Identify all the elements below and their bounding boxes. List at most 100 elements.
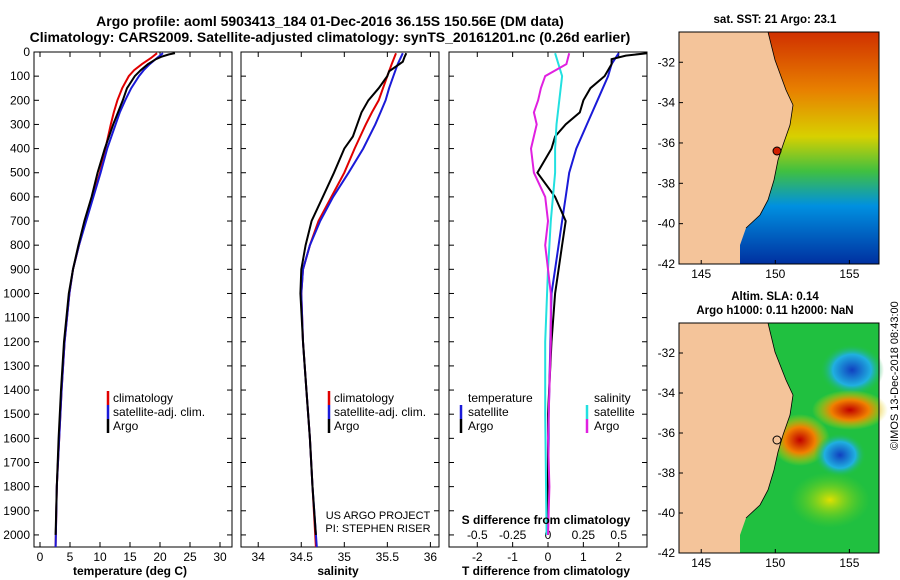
sla-map-title-line2: Argo h1000: 0.11 h2000: NaN (696, 305, 854, 317)
sla-map-coastline (745, 322, 794, 519)
sst-map-frame (678, 31, 880, 265)
x-tick-label: -1 (507, 550, 518, 564)
difference-depth-ticks (449, 51, 647, 536)
sst-map-coastline (745, 31, 794, 229)
credit-project: US ARGO PROJECT (326, 510, 431, 522)
x-tick-label: 2 (615, 550, 622, 564)
legend-argo: Argo (113, 419, 139, 433)
depth-tick-label: 1700 (3, 455, 30, 469)
sst-argo-float-marker (772, 146, 782, 156)
sla-argo-float-marker (772, 435, 782, 445)
map-x-tick-label: 155 (839, 267, 859, 281)
map-x-tick-label: 145 (691, 267, 711, 281)
sla-map: 145 150 155 -32 -34 -36 -38 -40 -42 (658, 322, 888, 570)
x-tick-label: 35 (338, 550, 352, 564)
depth-tick-label: 200 (10, 93, 30, 107)
depth-tick-label: 900 (10, 262, 30, 276)
diff-legend-temperature-heading: temperature (468, 391, 533, 405)
diff-legend-s-argo: Argo (594, 419, 620, 433)
difference-xlabel: T difference from climatology (462, 564, 630, 578)
sla-map-frame (678, 322, 880, 554)
map-y-tick-label: -36 (658, 136, 676, 150)
diff-legend-t-satellite: satellite (468, 405, 509, 419)
x-tick-label: 30 (213, 550, 227, 564)
difference-profiles (529, 52, 648, 535)
map-y-tick-label: -36 (658, 426, 676, 440)
map-y-tick-label: -38 (658, 466, 676, 480)
temperature-axes-frame (33, 51, 233, 548)
map-x-tick-label: 155 (839, 556, 859, 570)
salinity-panel: 34 34.5 35 35.5 36 salinity climatology sate… (240, 51, 440, 578)
figure-title-line1: Argo profile: aoml 5903413_184 01-Dec-20… (96, 13, 564, 29)
depth-tick-label: 1200 (3, 335, 30, 349)
depth-axis: 0 100 200 300 400 500 600 700 800 900 1000 1100 1200… (3, 45, 232, 542)
sst-map-axes: 145 150 155 -32 -34 -36 -38 -40 -42 (658, 55, 860, 281)
temperature-panel: 0100200300400500600700800900100011001200… (3, 45, 233, 578)
salinity-axes-frame (240, 51, 440, 548)
x-tick-label: 34 (252, 550, 266, 564)
series-line-argo (299, 52, 408, 535)
difference-legend-salinity: salinity satellite Argo (585, 391, 635, 433)
top-x-tick-label: -0.25 (499, 528, 527, 542)
top-x-tick-label: 0.5 (610, 528, 627, 542)
map-x-tick-label: 150 (765, 267, 785, 281)
temperature-x-axis: 0 5 10 15 20 25 30 (37, 52, 227, 564)
x-tick-label: 0 (545, 550, 552, 564)
diff-legend-s-satellite: satellite (594, 405, 635, 419)
temperature-legend: climatology satellite-adj. clim. Argo (106, 391, 205, 433)
x-tick-label: 34.5 (290, 550, 314, 564)
depth-tick-label: 1500 (3, 407, 30, 421)
sal-legend-satellite: satellite-adj. clim. (334, 405, 426, 419)
map-y-tick-label: -34 (658, 386, 676, 400)
temperature-xlabel: temperature (deg C) (73, 564, 187, 578)
series-line-temperature-argo (536, 52, 648, 535)
sal-legend-climatology: climatology (334, 391, 394, 405)
x-tick-label: 10 (93, 550, 107, 564)
sst-map-title: sat. SST: 21 Argo: 23.1 (713, 14, 837, 26)
diff-legend-t-argo: Argo (468, 419, 494, 433)
depth-tick-label: 0 (23, 45, 30, 59)
depth-tick-label: 1100 (4, 311, 30, 325)
sal-legend-argo: Argo (334, 419, 360, 433)
top-x-tick-label: 0.25 (572, 528, 596, 542)
depth-tick-label: 800 (10, 238, 30, 252)
salinity-x-axis: 34 34.5 35 35.5 36 (252, 52, 437, 564)
s-difference-title: S difference from climatology (462, 513, 631, 527)
depth-tick-label: 1600 (3, 431, 30, 445)
map-y-tick-label: -34 (658, 96, 676, 110)
map-y-tick-label: -42 (658, 257, 676, 271)
series-line-satellite-adj-clim- (300, 52, 404, 548)
salinity-xlabel: salinity (317, 564, 359, 578)
sla-positive-region (790, 472, 870, 528)
salinity-legend: climatology satellite-adj. clim. Argo (327, 391, 426, 433)
x-tick-label: 20 (153, 550, 167, 564)
x-tick-label: 0 (37, 550, 44, 564)
sla-map-land (679, 323, 793, 553)
difference-legend-temperature: temperature satellite Argo (459, 391, 533, 433)
series-line-temperature-satellite (547, 52, 620, 535)
series-line-salinity-argo (529, 52, 571, 535)
depth-tick-label: 700 (10, 214, 30, 228)
temperature-profiles (54, 52, 176, 548)
depth-tick-label: 300 (10, 117, 30, 131)
credit-pi: PI: STEPHEN RISER (325, 523, 430, 535)
top-x-tick-label: 0 (545, 528, 552, 542)
map-y-tick-label: -38 (658, 176, 676, 190)
figure-title-line2: Climatology: CARS2009. Satellite-adjuste… (29, 29, 631, 45)
top-x-tick-label: -0.5 (467, 528, 488, 542)
depth-tick-label: 2000 (3, 528, 30, 542)
x-tick-label: 5 (67, 550, 74, 564)
series-line-salinity-satellite (544, 52, 564, 535)
map-y-tick-label: -40 (658, 217, 676, 231)
depth-tick-label: 1400 (3, 383, 30, 397)
sla-eddy-south (814, 433, 866, 477)
diff-legend-salinity-heading: salinity (594, 391, 631, 405)
x-tick-label: 25 (183, 550, 197, 564)
x-tick-label: 35.5 (376, 550, 400, 564)
depth-tick-label: 400 (10, 142, 30, 156)
depth-tick-label: 1300 (3, 359, 30, 373)
salinity-profiles (299, 52, 408, 548)
sla-anticyclonic-eddy-east (812, 390, 888, 430)
map-y-tick-label: -32 (658, 55, 676, 69)
